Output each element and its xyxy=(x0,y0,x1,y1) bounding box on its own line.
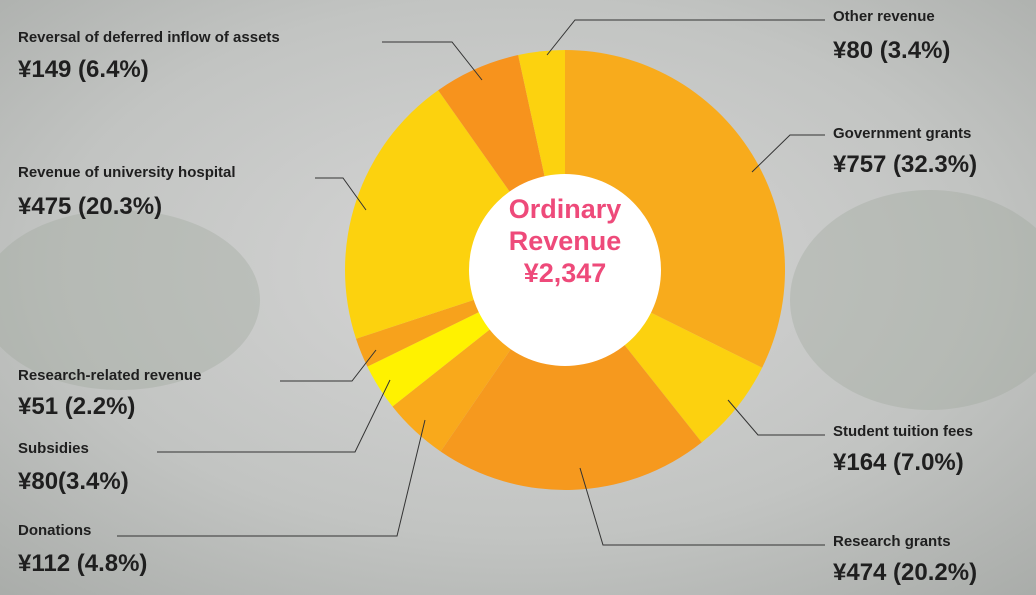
leader-line xyxy=(382,41,483,81)
value-label: ¥51 (2.2%) xyxy=(18,393,135,420)
leader-line xyxy=(579,467,825,546)
center-text: ¥2,347 xyxy=(524,258,607,288)
background-blur xyxy=(790,190,1036,410)
slice-label: Government grants xyxy=(833,125,971,142)
leader-line xyxy=(157,379,391,453)
slice-label: Revenue of university hospital xyxy=(18,164,236,181)
slice-label: Research-related revenue xyxy=(18,367,201,384)
slice-label: Subsidies xyxy=(18,440,89,457)
slice-label: Student tuition fees xyxy=(833,423,973,440)
leader-line xyxy=(315,177,367,211)
slice-label: Other revenue xyxy=(833,8,935,25)
value-label: ¥80(3.4%) xyxy=(18,468,129,495)
leader-line xyxy=(546,19,825,56)
slice xyxy=(440,270,702,490)
donut-hole xyxy=(469,174,661,366)
value-label: ¥80 (3.4%) xyxy=(833,37,950,64)
value-label: ¥757 (32.3%) xyxy=(833,151,977,178)
background-blur xyxy=(0,210,260,390)
value-label: ¥474 (20.2%) xyxy=(833,559,977,586)
slice-label: Research grants xyxy=(833,533,951,550)
value-label: ¥475 (20.3%) xyxy=(18,193,162,220)
center-text: Revenue xyxy=(509,226,622,256)
slice-label: Donations xyxy=(18,522,91,539)
leader-line xyxy=(727,399,825,436)
leader-line xyxy=(117,419,426,537)
value-label: ¥164 (7.0%) xyxy=(833,449,964,476)
value-label: ¥149 (6.4%) xyxy=(18,56,149,83)
value-label: ¥112 (4.8%) xyxy=(18,550,147,577)
center-text: Ordinary xyxy=(509,194,622,224)
leader-line xyxy=(751,134,825,173)
slice-label: Reversal of deferred inflow of assets xyxy=(18,29,280,46)
leader-line xyxy=(280,349,377,382)
